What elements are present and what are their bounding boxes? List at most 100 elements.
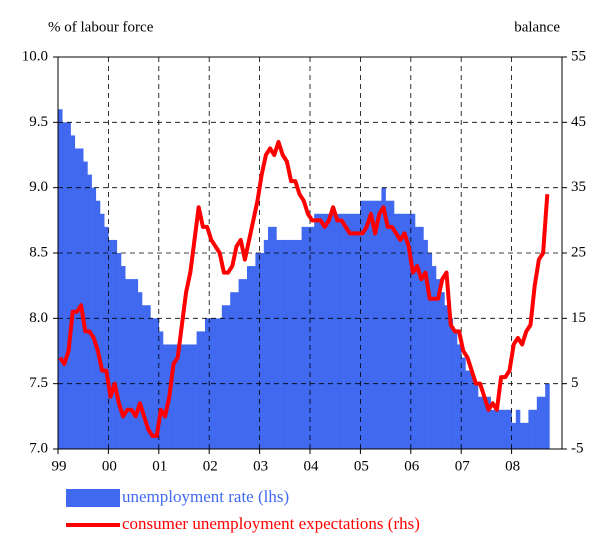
- bar: [95, 200, 101, 449]
- bar: [221, 305, 227, 449]
- bar: [108, 239, 113, 449]
- bar: [163, 344, 168, 449]
- bar: [205, 318, 210, 449]
- bar: [87, 174, 92, 449]
- bar: [343, 213, 349, 449]
- bar: [276, 239, 281, 449]
- bar: [104, 226, 109, 449]
- y2-tick-label: 25: [571, 244, 586, 260]
- bar: [146, 305, 151, 449]
- x-tick-label: 08: [505, 458, 520, 474]
- bar: [251, 266, 256, 449]
- y2-tick-label: -5: [571, 440, 584, 456]
- bar: [465, 370, 470, 449]
- bar: [142, 305, 147, 449]
- bar: [415, 226, 420, 449]
- y-tick-label: 8.0: [29, 310, 48, 326]
- bar: [200, 331, 206, 449]
- legend-swatch: [66, 489, 120, 507]
- x-tick-label: 02: [203, 458, 218, 474]
- y2-axis-title: balance: [514, 19, 560, 35]
- bar: [507, 409, 512, 449]
- x-tick-label: 06: [404, 458, 420, 474]
- bar: [461, 357, 466, 449]
- bar: [469, 370, 475, 449]
- bar: [335, 213, 340, 449]
- bar: [478, 396, 483, 449]
- bar: [499, 409, 504, 449]
- bar: [263, 239, 269, 449]
- bar: [410, 213, 416, 449]
- bar: [448, 318, 454, 449]
- bar: [511, 422, 517, 449]
- bar: [318, 213, 323, 449]
- bar: [112, 239, 118, 449]
- y2-tick-label: 15: [571, 310, 586, 326]
- x-tick-label: 01: [152, 458, 167, 474]
- bar: [125, 279, 130, 449]
- bar: [423, 239, 428, 449]
- bar: [272, 226, 277, 449]
- y-tick-label: 8.5: [29, 244, 48, 260]
- x-tick-label: 03: [253, 458, 268, 474]
- bar: [171, 344, 176, 449]
- bar: [259, 253, 265, 449]
- bar: [452, 331, 458, 449]
- bar: [532, 409, 538, 449]
- bar: [419, 226, 424, 449]
- bar: [473, 383, 479, 449]
- bar: [121, 266, 126, 449]
- bar: [133, 279, 139, 449]
- bar: [116, 253, 122, 449]
- bar: [331, 213, 336, 449]
- legend-label: consumer unemployment expectations (rhs): [122, 514, 420, 533]
- bar: [242, 279, 248, 449]
- bar: [314, 213, 319, 449]
- bar: [91, 187, 97, 449]
- x-tick-label: 07: [455, 458, 471, 474]
- y2-tick-label: 45: [571, 114, 586, 130]
- bar: [402, 213, 407, 449]
- bar: [398, 213, 403, 449]
- bar: [436, 279, 441, 449]
- bar: [528, 409, 533, 449]
- bar: [255, 253, 260, 449]
- y-tick-label: 9.0: [29, 179, 48, 195]
- x-tick-label: 04: [304, 458, 320, 474]
- bar: [373, 200, 378, 449]
- bar: [310, 226, 315, 449]
- bar: [226, 305, 231, 449]
- bar: [352, 213, 357, 449]
- bar: [440, 292, 445, 449]
- bar: [356, 213, 361, 449]
- bar: [364, 200, 370, 449]
- bar: [238, 279, 244, 449]
- bar: [58, 109, 63, 450]
- bar: [83, 161, 88, 450]
- bar: [545, 383, 550, 449]
- line: [58, 139, 550, 438]
- bar: [289, 239, 294, 449]
- bar: [293, 239, 298, 449]
- bar: [444, 305, 449, 449]
- bar: [503, 409, 508, 449]
- y-tick-label: 10.0: [22, 48, 48, 64]
- bar: [188, 344, 193, 449]
- bar: [394, 213, 399, 449]
- bar: [515, 409, 521, 449]
- bar: [486, 396, 491, 449]
- bar: [520, 422, 525, 449]
- bar: [347, 213, 353, 449]
- bar: [79, 148, 84, 449]
- bar: [284, 239, 290, 449]
- bar: [70, 135, 76, 449]
- bar: [406, 213, 412, 449]
- x-tick-label: 00: [102, 458, 117, 474]
- y-axis-title: % of labour force: [48, 19, 154, 35]
- bar: [301, 226, 307, 449]
- bar: [74, 148, 80, 449]
- bar: [536, 396, 542, 449]
- bar: [457, 344, 462, 449]
- x-tick-label: 99: [52, 458, 67, 474]
